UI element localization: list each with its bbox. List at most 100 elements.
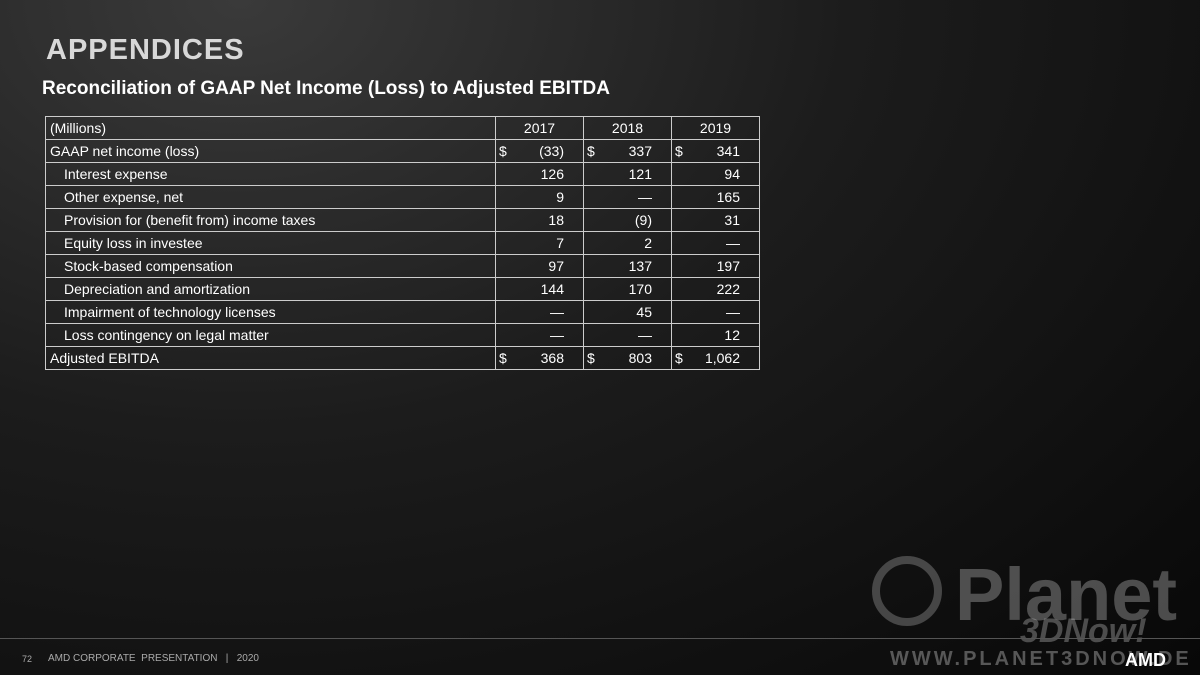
- currency: $: [675, 350, 683, 366]
- cell: 2: [583, 231, 672, 255]
- currency: $: [675, 143, 683, 159]
- currency: $: [499, 143, 507, 159]
- table-row: Stock-based compensation 97 137 197: [45, 254, 760, 278]
- row-label: Impairment of technology licenses: [45, 300, 496, 324]
- table-row: Provision for (benefit from) income taxe…: [45, 208, 760, 232]
- cell: 12: [671, 323, 760, 347]
- cell: 165: [671, 185, 760, 209]
- cell-value: 368: [540, 350, 564, 366]
- row-label: GAAP net income (loss): [45, 139, 496, 163]
- cell: 18: [495, 208, 584, 232]
- row-label: Equity loss in investee: [45, 231, 496, 255]
- watermark-url: WWW.PLANET3DNOW.DE: [890, 648, 1192, 670]
- table-row: Depreciation and amortization 144 170 222: [45, 277, 760, 301]
- currency: $: [587, 143, 595, 159]
- watermark-name: Planet: [955, 553, 1178, 636]
- cell-value: 45: [636, 304, 652, 320]
- row-label: Adjusted EBITDA: [45, 346, 496, 370]
- cell-value: —: [550, 304, 564, 320]
- currency: $: [499, 350, 507, 366]
- row-label: Provision for (benefit from) income taxe…: [45, 208, 496, 232]
- cell: —: [583, 185, 672, 209]
- cell: $368: [495, 346, 584, 370]
- cell-value: 121: [628, 166, 652, 182]
- cell-value: 9: [556, 189, 564, 205]
- cell: 170: [583, 277, 672, 301]
- cell: —: [495, 323, 584, 347]
- cell-value: —: [550, 327, 564, 343]
- currency: $: [587, 350, 595, 366]
- table-row: Impairment of technology licenses — 45 —: [45, 300, 760, 324]
- cell-value: 803: [628, 350, 652, 366]
- cell: 9: [495, 185, 584, 209]
- cell-value: (9): [634, 212, 652, 228]
- cell-value: —: [638, 189, 652, 205]
- row-label: Depreciation and amortization: [45, 277, 496, 301]
- cell: —: [671, 231, 760, 255]
- cell-value: 170: [628, 281, 652, 297]
- table-row: Loss contingency on legal matter — — 12: [45, 323, 760, 347]
- cell: 97: [495, 254, 584, 278]
- column-header: 2017: [495, 116, 584, 140]
- cell: $803: [583, 346, 672, 370]
- table-row: GAAP net income (loss) $ (33) $337 $341: [45, 139, 760, 163]
- cell: —: [671, 300, 760, 324]
- table-row: Equity loss in investee 7 2 —: [45, 231, 760, 255]
- cell-value: 7: [556, 235, 564, 251]
- footer-line: [0, 638, 1200, 639]
- cell: $337: [583, 139, 672, 163]
- reconciliation-table: (Millions) 2017 2018 2019 GAAP net income (l…: [45, 116, 760, 370]
- row-label: Loss contingency on legal matter: [45, 323, 496, 347]
- title: APPENDICES: [46, 34, 245, 66]
- cell: (9): [583, 208, 672, 232]
- watermark-logo: [872, 556, 942, 626]
- column-header: 2018: [583, 116, 672, 140]
- page-number: 72: [22, 654, 33, 664]
- column-header: (Millions): [45, 116, 496, 140]
- cell-value: 94: [724, 166, 740, 182]
- row-label: Other expense, net: [45, 185, 496, 209]
- cell: $ (33): [495, 139, 584, 163]
- cell: 121: [583, 162, 672, 186]
- cell-value: 97: [548, 258, 564, 274]
- cell-value: —: [726, 304, 740, 320]
- cell: 45: [583, 300, 672, 324]
- cell: 137: [583, 254, 672, 278]
- cell: $341: [671, 139, 760, 163]
- cell-value: 2: [644, 235, 652, 251]
- cell-value: 1,062: [704, 350, 740, 366]
- cell-value: 337: [628, 143, 652, 159]
- cell: $1,062: [671, 346, 760, 370]
- footer-text: AMD CORPORATE PRESENTATION | 2020: [48, 653, 259, 664]
- cell: 144: [495, 277, 584, 301]
- table-row: Other expense, net 9 — 165: [45, 185, 760, 209]
- cell-value: 341: [716, 143, 740, 159]
- cell-value: —: [638, 327, 652, 343]
- cell-value: 144: [540, 281, 564, 297]
- header-row: (Millions) 2017 2018 2019: [45, 116, 760, 140]
- column-header: 2019: [671, 116, 760, 140]
- cell-value: 222: [716, 281, 740, 297]
- cell: 94: [671, 162, 760, 186]
- cell: —: [583, 323, 672, 347]
- cell-value: —: [726, 235, 740, 251]
- table-row: Adjusted EBITDA $368 $803 $1,062: [45, 346, 760, 370]
- cell: —: [495, 300, 584, 324]
- cell: 126: [495, 162, 584, 186]
- cell: 31: [671, 208, 760, 232]
- amd-logo: AMD: [1125, 650, 1166, 670]
- cell: 7: [495, 231, 584, 255]
- cell: 197: [671, 254, 760, 278]
- cell: 222: [671, 277, 760, 301]
- cell-value: 18: [548, 212, 564, 228]
- cell-value: 165: [716, 189, 740, 205]
- cell-value: 126: [540, 166, 564, 182]
- cell-value: 197: [716, 258, 740, 274]
- cell-value: 12: [724, 327, 740, 343]
- cell-value: (33): [539, 143, 564, 159]
- row-label: Interest expense: [45, 162, 496, 186]
- cell-value: 31: [724, 212, 740, 228]
- cell-value: 137: [628, 258, 652, 274]
- table-row: Interest expense 126 121 94: [45, 162, 760, 186]
